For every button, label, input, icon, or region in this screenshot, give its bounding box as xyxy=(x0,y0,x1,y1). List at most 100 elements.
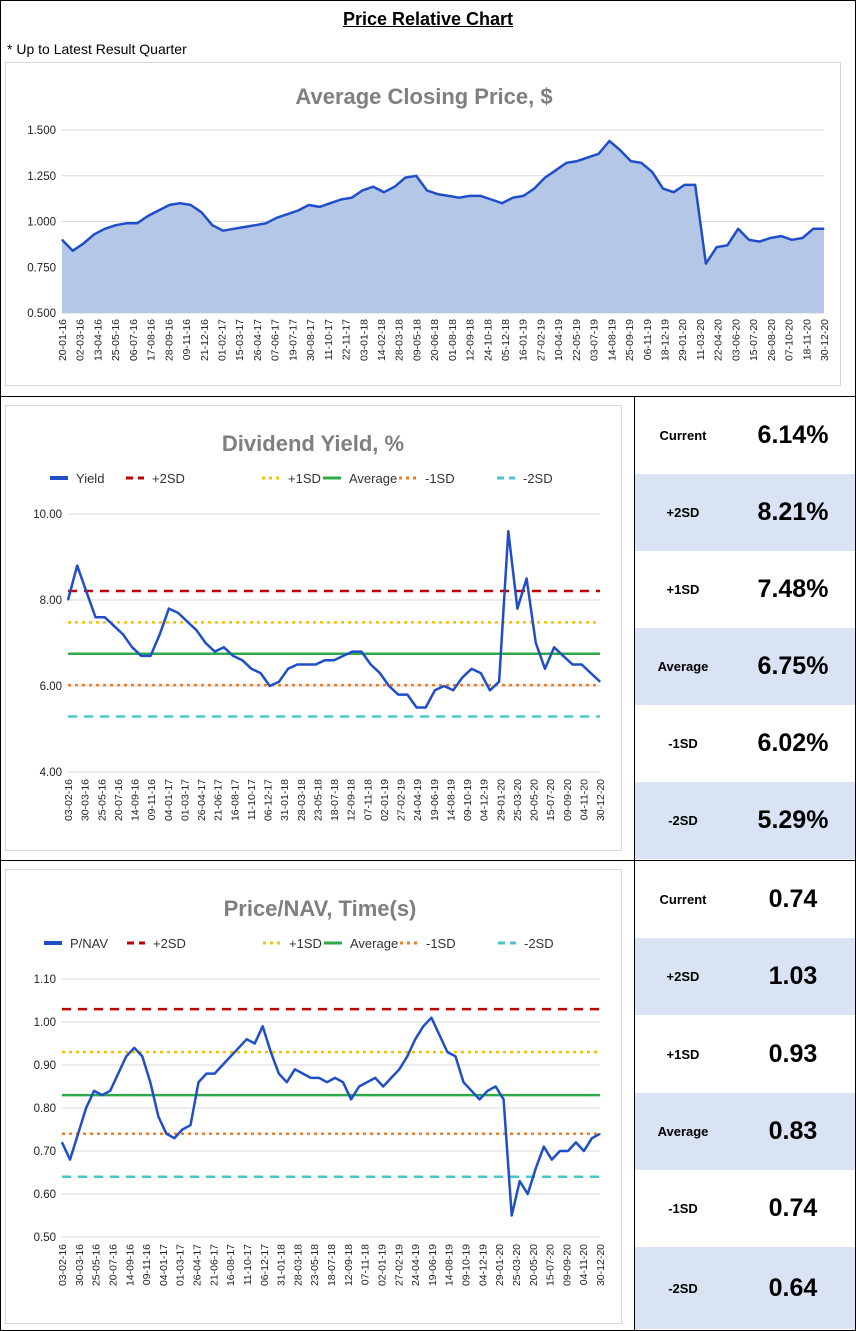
data-point xyxy=(446,1051,448,1053)
x-tick-label: 06-11-19 xyxy=(642,319,654,360)
x-tick-label: 26-04-17 xyxy=(252,319,264,361)
x-tick-label: 02-03-16 xyxy=(75,319,87,361)
x-tick-label: 21-06-17 xyxy=(208,1244,220,1286)
data-point xyxy=(535,642,537,644)
x-tick-label: 30-12-20 xyxy=(595,1244,607,1286)
x-tick-label: 06-12-17 xyxy=(259,1244,271,1286)
data-point xyxy=(599,681,601,683)
data-point xyxy=(527,1193,529,1195)
x-tick-label: 06-12-17 xyxy=(263,779,275,821)
y-tick-label: 1.250 xyxy=(27,171,56,183)
data-point xyxy=(489,689,491,691)
data-point xyxy=(342,1081,344,1083)
x-tick-label: 13-04-16 xyxy=(92,319,104,361)
data-point xyxy=(447,195,449,197)
data-point xyxy=(260,672,262,674)
x-tick-label: 07-11-18 xyxy=(360,1244,372,1285)
x-tick-label: 16-08-17 xyxy=(229,779,241,821)
data-point xyxy=(113,625,115,627)
stat-label: Current xyxy=(659,428,707,443)
data-point xyxy=(480,672,482,674)
data-point xyxy=(297,209,299,212)
x-tick-label: 09-09-20 xyxy=(561,1244,573,1286)
data-point xyxy=(265,222,267,224)
legend-label: P/NAV xyxy=(70,936,108,951)
data-point xyxy=(117,1073,119,1075)
data-point xyxy=(147,215,149,217)
x-tick-label: 14-08-19 xyxy=(445,779,457,821)
data-point xyxy=(374,1077,376,1079)
x-tick-label: 22-05-19 xyxy=(571,319,583,361)
stat-value: 0.83 xyxy=(768,1117,818,1145)
data-point xyxy=(370,663,372,666)
stat-value: 6.02% xyxy=(757,729,829,757)
x-tick-label: 18-07-18 xyxy=(329,779,341,821)
data-point xyxy=(195,629,197,631)
data-point xyxy=(553,646,555,648)
stat-label: +2SD xyxy=(666,969,700,984)
x-tick-label: 17-08-16 xyxy=(146,319,158,361)
stat-row-plus2sd: +2SD 1.03 xyxy=(635,938,855,1015)
data-point xyxy=(205,642,207,644)
data-point xyxy=(425,706,427,709)
data-point xyxy=(93,1090,95,1092)
x-tick-label: 20-01-16 xyxy=(57,319,69,361)
x-tick-label: 15-07-20 xyxy=(545,1244,557,1286)
data-point xyxy=(150,655,152,657)
x-tick-label: 28-03-18 xyxy=(394,319,406,361)
data-point xyxy=(571,663,574,666)
price-nav-stats: Current 0.74 +2SD 1.03 +1SD 0.93 Average… xyxy=(635,861,855,1330)
price-nav-chart-svg: Price/NAV, Time(s) 0.50 0.60 0.70 0.80 0.90 1.… xyxy=(34,896,607,1286)
data-point xyxy=(205,1073,208,1075)
stat-row-minus2sd: -2SD 5.29% xyxy=(635,782,855,859)
data-point xyxy=(501,202,503,204)
data-point xyxy=(426,189,428,191)
x-tick-label: 09-10-19 xyxy=(461,1244,473,1286)
stat-row-plus2sd: +2SD 8.21% xyxy=(635,474,855,551)
data-point xyxy=(222,230,224,232)
data-point xyxy=(246,1038,248,1040)
data-point xyxy=(179,202,181,204)
data-point xyxy=(223,646,225,648)
x-tick-label: 11-10-17 xyxy=(246,779,258,820)
data-point xyxy=(360,651,363,653)
latest-quarter-note: * Up to Latest Result Quarter xyxy=(7,41,187,57)
data-point xyxy=(619,149,621,151)
x-tick-label: 20-07-16 xyxy=(113,779,125,821)
x-tick-label: 21-12-16 xyxy=(199,319,211,361)
x-tick-label: 25-03-20 xyxy=(512,779,524,821)
data-point xyxy=(490,198,492,201)
data-point xyxy=(350,1098,352,1100)
data-point xyxy=(598,153,600,155)
x-tick-label: 09-11-16 xyxy=(181,319,193,360)
legend-label: +1SD xyxy=(288,471,321,486)
price-nav-chart: Price/NAV, Time(s) 0.50 0.60 0.70 0.80 0.90 1.… xyxy=(5,869,622,1324)
stat-label: -1SD xyxy=(668,1201,698,1216)
x-tick-label: 01-03-17 xyxy=(175,1244,187,1286)
data-point xyxy=(140,655,142,657)
x-tick-label: 18-12-19 xyxy=(660,319,672,361)
data-point xyxy=(115,224,117,226)
data-point xyxy=(351,197,353,199)
stat-row-minus1sd: -1SD 0.74 xyxy=(635,1170,855,1247)
stat-value: 0.93 xyxy=(768,1039,818,1068)
data-point xyxy=(329,202,331,204)
x-tick-label: 26-04-17 xyxy=(192,1244,204,1286)
data-point xyxy=(461,676,463,678)
x-tick-label: 11-10-17 xyxy=(242,1244,254,1285)
data-point xyxy=(136,222,138,224)
data-point xyxy=(469,195,471,197)
x-tick-label: 15-07-20 xyxy=(545,779,557,821)
stat-value: 0.64 xyxy=(768,1273,818,1302)
data-point xyxy=(716,246,718,248)
x-tick-label: 14-02-18 xyxy=(376,319,388,361)
data-point xyxy=(141,1055,143,1057)
data-point xyxy=(662,188,664,190)
data-point xyxy=(233,228,235,230)
x-tick-label: 14-09-16 xyxy=(130,779,142,821)
data-point xyxy=(85,590,87,592)
data-point xyxy=(759,241,761,243)
x-tick-label: 27-02-19 xyxy=(393,1244,405,1286)
series-line xyxy=(66,529,601,709)
x-tick-label: 31-01-18 xyxy=(276,1244,288,1286)
